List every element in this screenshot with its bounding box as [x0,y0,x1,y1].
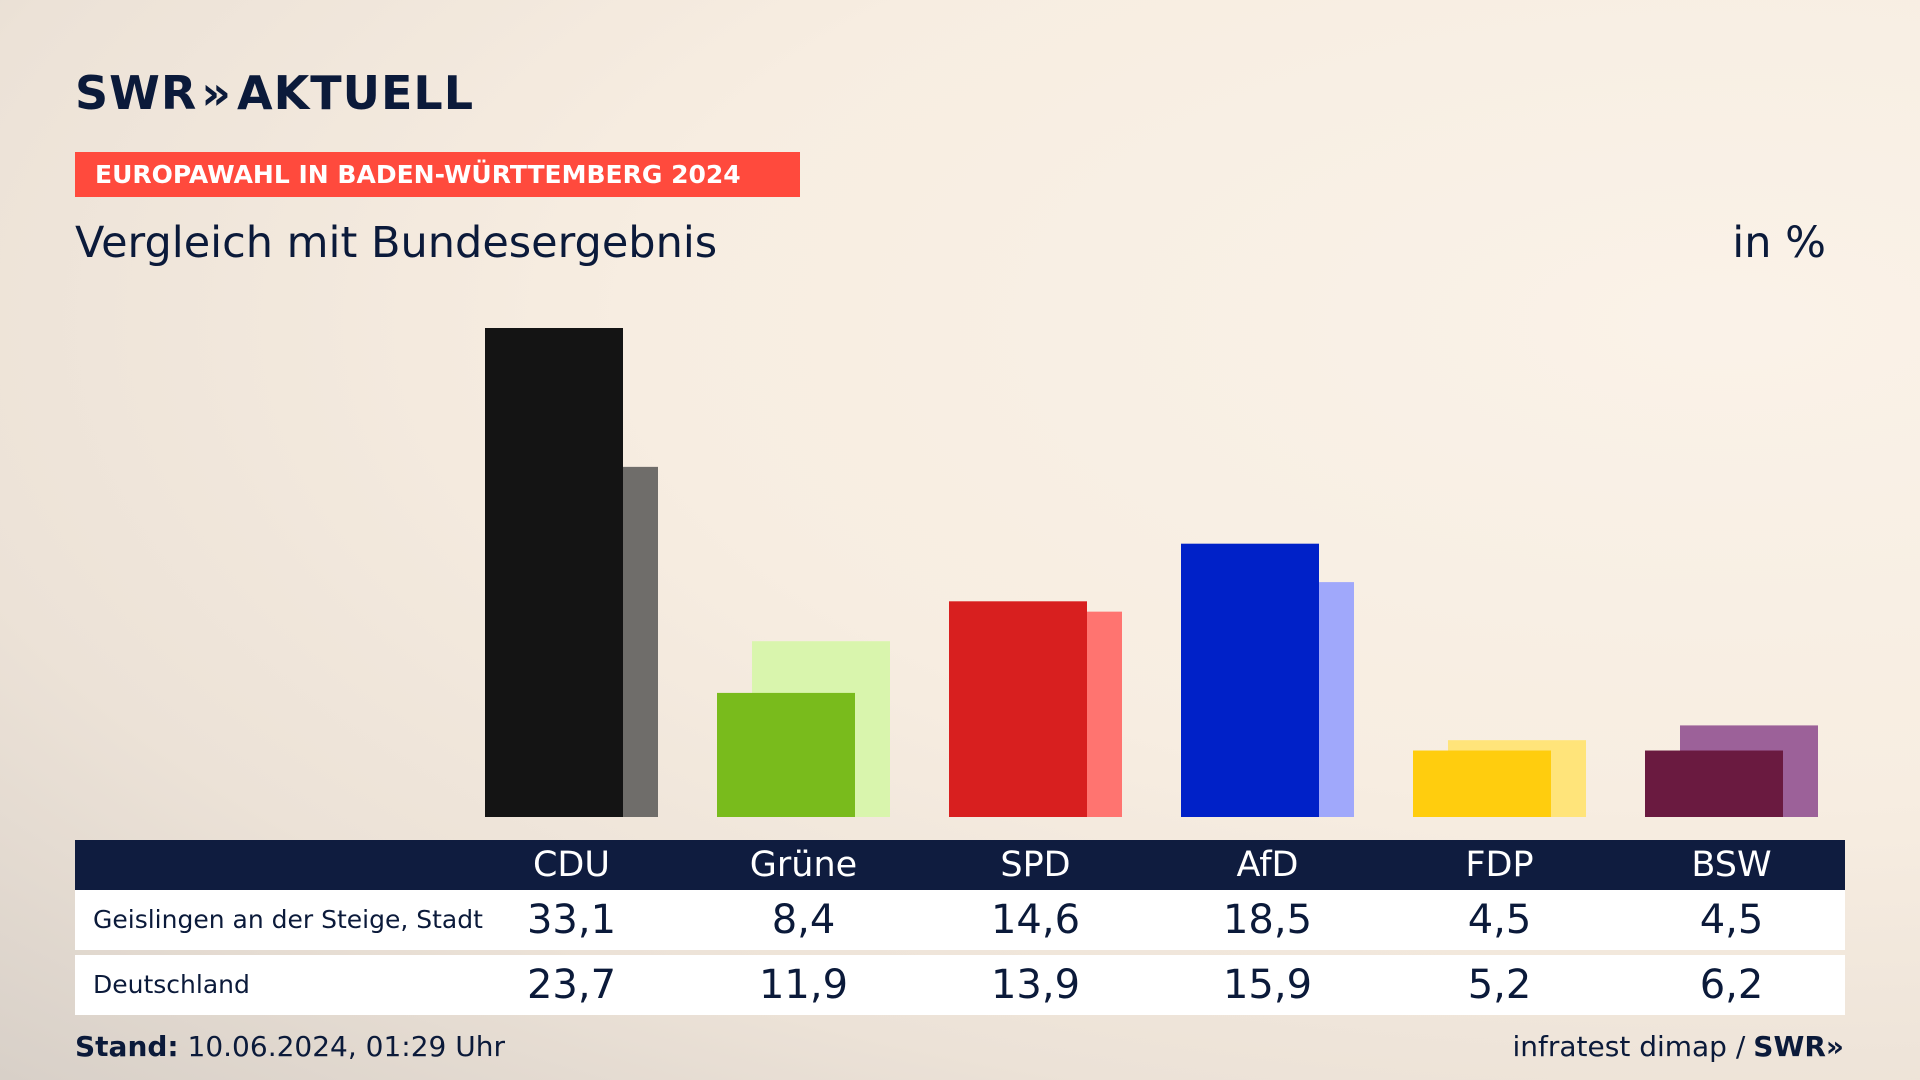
value-cdu: 23,7 [526,962,617,1008]
value-afd: 15,9 [1222,962,1313,1008]
party-label-bsw: BSW [1691,845,1772,885]
bar-grüne-geislingen [717,692,855,817]
value-spd: 13,9 [990,962,1081,1008]
party-label-spd: SPD [1000,845,1071,885]
party-label-cdu: CDU [532,845,610,885]
party-header-row: CDU Grüne SPD AfD FDP BSW [75,840,1845,890]
election-tag: EUROPAWAHL IN BADEN-WÜRTTEMBERG 2024 [75,152,800,197]
swr-aktuell-logo: SWR » AKTUELL [75,66,474,120]
value-grüne: 8,4 [771,897,836,943]
row-label: Deutschland [93,970,250,999]
logo-swr-text: SWR [75,66,198,120]
table-row-geislingen: Geislingen an der Steige, Stadt 33,1 8,4 1… [75,890,1845,950]
source-credit: infratest dimap / SWR» [1512,1030,1844,1063]
bar-cdu-geislingen [485,328,623,817]
source-text: infratest dimap / [1512,1030,1746,1063]
timestamp: Stand: 10.06.2024, 01:29 Uhr [75,1030,505,1063]
value-bsw: 4,5 [1699,897,1764,943]
party-label-fdp: FDP [1465,845,1534,885]
stand-label: Stand: [75,1030,179,1063]
unit-label: in % [1732,218,1826,268]
results-table: CDU Grüne SPD AfD FDP BSW Geislingen an der S… [75,840,1845,1015]
bar-fdp-geislingen [1413,750,1551,817]
party-label-grüne: Grüne [749,845,858,885]
chart-subtitle: Vergleich mit Bundesergebnis [75,218,718,268]
bar-spd-geislingen [949,601,1087,817]
stand-value: 10.06.2024, 01:29 Uhr [187,1030,505,1063]
bar-afd-geislingen [1181,543,1319,817]
row-label: Geislingen an der Steige, Stadt [93,905,483,934]
bar-chart [485,328,1818,817]
bar-bsw-geislingen [1645,750,1783,817]
value-bsw: 6,2 [1699,962,1764,1008]
value-grüne: 11,9 [758,962,849,1008]
logo-aktuell-text: AKTUELL [237,66,475,120]
swr-mini-logo: SWR» [1753,1030,1844,1063]
value-afd: 18,5 [1222,897,1313,943]
table-row-deutschland: Deutschland 23,7 11,9 13,9 15,9 5,2 6,2 [75,955,1845,1015]
value-fdp: 4,5 [1467,897,1532,943]
value-spd: 14,6 [990,897,1081,943]
value-fdp: 5,2 [1467,962,1532,1008]
value-cdu: 33,1 [526,897,617,943]
party-label-afd: AfD [1236,845,1299,885]
